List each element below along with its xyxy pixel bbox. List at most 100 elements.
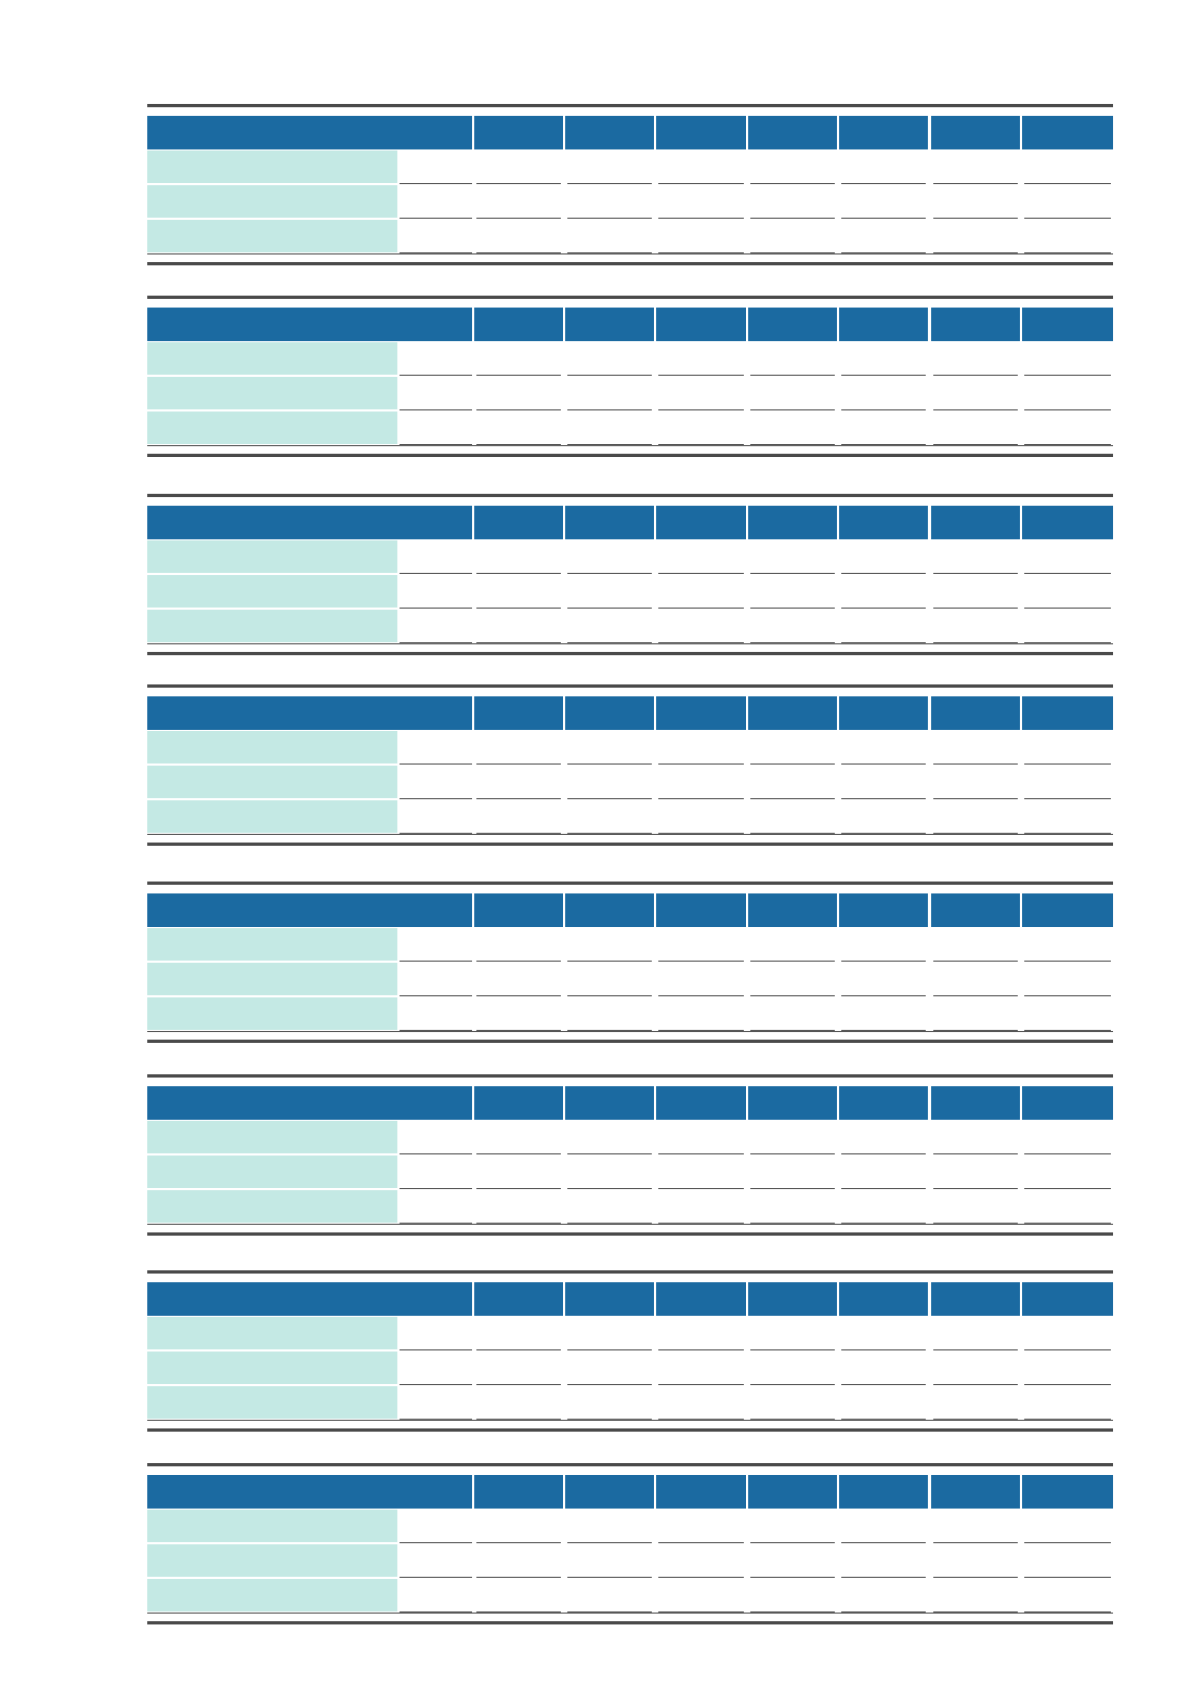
- header-label-cell: [147, 893, 473, 928]
- row-line: [476, 217, 561, 219]
- header-cell: [931, 505, 1020, 540]
- row-line: [933, 1188, 1018, 1190]
- row-line: [933, 252, 1018, 254]
- header-cell: [839, 1086, 928, 1120]
- row-line: [567, 995, 652, 997]
- row-line: [476, 798, 561, 800]
- row-line: [750, 1384, 835, 1386]
- row-line: [476, 1418, 561, 1420]
- row-line: [750, 1222, 835, 1224]
- top-rule: [147, 493, 1114, 498]
- row-label-cell: [147, 376, 398, 410]
- row-line: [750, 409, 835, 411]
- header-cell: [748, 696, 837, 730]
- row-line: [658, 1222, 744, 1224]
- row-line: [750, 1188, 835, 1190]
- row-label-cell: [147, 219, 398, 253]
- row-line: [658, 572, 744, 574]
- row-line: [567, 960, 652, 962]
- row-line: [750, 1576, 835, 1578]
- row-line: [1024, 1222, 1111, 1224]
- row-line: [476, 1384, 561, 1386]
- row-line: [476, 1542, 561, 1544]
- row-label-cell: [147, 1120, 398, 1154]
- row-line: [1024, 1188, 1111, 1190]
- row-spacer-line: [399, 1418, 473, 1420]
- header-cell: [931, 115, 1020, 150]
- row-line: [841, 217, 926, 219]
- row-line: [933, 960, 1018, 962]
- row-line: [933, 642, 1018, 644]
- header-cell: [565, 505, 654, 540]
- header-cell: [839, 696, 928, 730]
- header-cell: [656, 1282, 746, 1316]
- row-line: [476, 1349, 561, 1351]
- row-line: [567, 1418, 652, 1420]
- row-line: [933, 995, 1018, 997]
- header-cell: [748, 893, 837, 928]
- row-line: [750, 960, 835, 962]
- row-line: [567, 1029, 652, 1031]
- row-spacer-line: [399, 763, 473, 765]
- header-cell: [839, 1282, 928, 1316]
- top-rule: [147, 684, 1114, 688]
- row-line: [933, 1418, 1018, 1420]
- header-label-cell: [147, 1086, 473, 1120]
- row-line: [567, 217, 652, 219]
- header-cell: [474, 1474, 564, 1509]
- row-line: [750, 1418, 835, 1420]
- bottom-thin-rule: [147, 833, 1114, 835]
- row-line: [1024, 409, 1111, 411]
- top-rule: [147, 1270, 1114, 1274]
- row-line: [1024, 642, 1111, 644]
- row-spacer-line: [399, 572, 473, 574]
- row-line: [476, 960, 561, 962]
- row-spacer-line: [399, 1153, 473, 1155]
- row-line: [841, 1029, 926, 1031]
- header-cell: [839, 505, 928, 540]
- row-label-cell: [147, 540, 398, 573]
- row-line: [658, 409, 744, 411]
- row-line: [933, 1576, 1018, 1578]
- row-line: [658, 1576, 744, 1578]
- row-line: [841, 1576, 926, 1578]
- header-cell: [931, 1086, 1020, 1120]
- row-line: [750, 798, 835, 800]
- header-cell: [1022, 1474, 1114, 1509]
- row-spacer-line: [399, 1188, 473, 1190]
- header-cell: [474, 696, 564, 730]
- row-line: [658, 1188, 744, 1190]
- row-line: [1024, 217, 1111, 219]
- header-cell: [656, 1474, 746, 1509]
- row-line: [476, 572, 561, 574]
- header-cell: [839, 1474, 928, 1509]
- row-line: [933, 183, 1018, 185]
- row-line: [658, 763, 744, 765]
- header-label-cell: [147, 1474, 473, 1509]
- row-line: [476, 642, 561, 644]
- top-rule: [147, 1074, 1114, 1078]
- header-cell: [1022, 1282, 1114, 1316]
- row-line: [567, 763, 652, 765]
- header-cell: [1022, 307, 1114, 342]
- row-line: [1024, 1384, 1111, 1386]
- row-line: [476, 1188, 561, 1190]
- row-line: [841, 1222, 926, 1224]
- row-line: [1024, 798, 1111, 800]
- bottom-rule: [147, 1039, 1114, 1043]
- header-cell: [474, 893, 564, 928]
- row-spacer-line: [399, 1384, 473, 1386]
- row-line: [567, 642, 652, 644]
- row-line: [750, 763, 835, 765]
- header-cell: [1022, 696, 1114, 730]
- row-line: [750, 607, 835, 609]
- row-line: [476, 183, 561, 185]
- row-line: [567, 1576, 652, 1578]
- row-label-cell: [147, 962, 398, 996]
- row-line: [476, 1576, 561, 1578]
- row-line: [658, 183, 744, 185]
- row-line: [1024, 1029, 1111, 1031]
- row-line: [1024, 995, 1111, 997]
